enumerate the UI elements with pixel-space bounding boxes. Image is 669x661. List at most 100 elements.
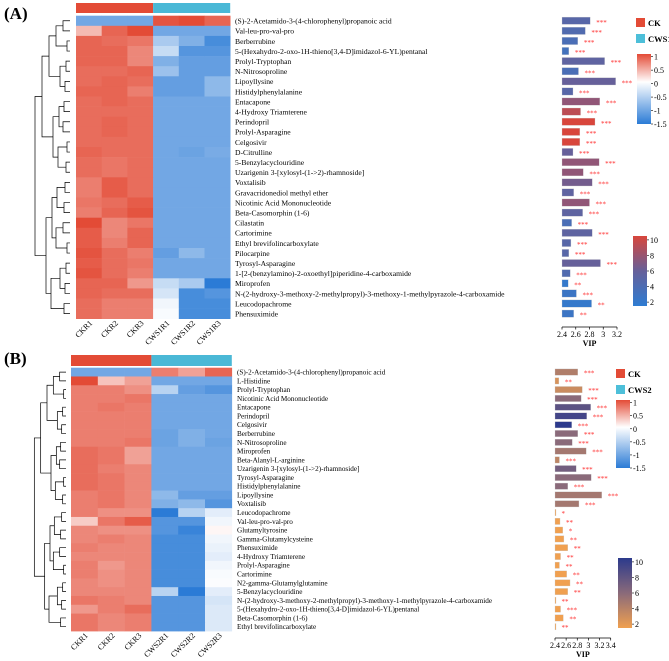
heatmap-cell <box>178 66 205 77</box>
metabolite-label: Val-leu-pro-val-pro <box>237 518 293 526</box>
heatmap-cell <box>153 248 180 259</box>
colorbar-tick-label: -1.5 <box>633 464 646 473</box>
legend-label: CK <box>648 18 661 28</box>
heatmap-cell <box>178 147 205 158</box>
heatmap-cell <box>205 587 233 597</box>
heatmap-cell <box>204 197 231 208</box>
heatmap-cell <box>71 543 99 553</box>
heatmap-row: 4-Hydroxy Triamterene *** <box>76 106 598 118</box>
significance-stars: *** <box>584 39 595 47</box>
heatmap-cell <box>205 613 233 623</box>
heatmap-cell <box>178 126 205 138</box>
axis-tick-label: 3.2 <box>612 330 622 339</box>
heatmap-row: Voxtalisib *** <box>76 177 609 188</box>
heatmap-cell <box>71 534 99 544</box>
heatmap-cell <box>204 106 231 117</box>
dendrogram-branch <box>62 406 66 417</box>
significance-stars: *** <box>586 140 597 148</box>
vip-bar <box>561 218 572 227</box>
heatmap-cell <box>127 15 154 27</box>
dendrogram-branch <box>59 547 66 557</box>
vip-bar <box>554 544 568 552</box>
significance-stars: *** <box>565 457 576 465</box>
column-label: CWS1R3 <box>195 319 223 347</box>
heatmap-cell <box>97 508 125 518</box>
heatmap-cell <box>71 446 99 456</box>
metabolite-label: Entacapone <box>237 404 271 412</box>
vip-bar <box>561 158 600 166</box>
heatmap-row: Perindopril *** <box>71 411 604 422</box>
axis-tick-label: 2.8 <box>572 641 582 650</box>
heatmap-cell <box>178 429 206 439</box>
heatmap-row: Gravacridonediol methyl ether *** <box>76 187 591 198</box>
dendrogram-branch <box>63 564 66 575</box>
heatmap-cell <box>153 106 180 117</box>
heatmap-cell <box>101 288 128 299</box>
heatmap-cell <box>101 237 128 249</box>
heatmap-cell <box>97 464 125 474</box>
colorbar-tick-label: 6 <box>635 589 639 598</box>
vip-bar <box>561 249 570 257</box>
dendrogram-branch <box>64 81 70 92</box>
heatmap-cell <box>204 15 231 27</box>
heatmap-cell <box>178 157 205 168</box>
dendrogram-branch <box>64 182 70 193</box>
heatmap-cell <box>205 455 233 465</box>
heatmap-cell <box>205 560 233 570</box>
legend-label: CK <box>628 369 641 379</box>
vip-bar <box>554 553 561 560</box>
heatmap-cell <box>101 96 128 107</box>
heatmap-row: Val-leu-pro-val-pro *** <box>76 25 602 37</box>
metabolite-label: 4-Hydroxy Triamterene <box>235 107 308 116</box>
vip-bar <box>554 430 578 437</box>
heatmap-cell <box>124 604 152 614</box>
heatmap-cell <box>153 217 180 229</box>
vip-bar <box>554 535 565 543</box>
heatmap-cell <box>71 587 99 597</box>
heatmap-cell <box>205 446 233 456</box>
vip-bar <box>561 16 591 25</box>
vip-bar <box>554 439 573 446</box>
heatmap-row: Phensuximide ** <box>71 543 581 553</box>
heatmap-cell <box>71 578 99 588</box>
vip-bar <box>554 570 567 578</box>
heatmap-cell <box>204 298 231 309</box>
heatmap-cell <box>71 525 99 535</box>
significance-stars: *** <box>578 440 589 448</box>
heatmap-cell <box>97 385 125 395</box>
heatmap-cell <box>124 508 152 518</box>
vip-bar <box>561 269 571 278</box>
axis-title: VIP <box>583 339 597 348</box>
metabolite-label: 5-Benzylacyclouridine <box>237 588 302 596</box>
heatmap-cell <box>178 25 205 37</box>
significance-stars: *** <box>592 449 603 457</box>
dendrogram-branch <box>62 20 70 32</box>
heatmap-cell <box>205 481 233 491</box>
heatmap-cell <box>178 258 205 269</box>
heatmap-cell <box>76 157 102 168</box>
heatmap-cell <box>71 376 99 386</box>
heatmap-cell <box>76 298 102 309</box>
heatmap-cell <box>204 46 231 57</box>
heatmap-cell <box>178 402 206 412</box>
heatmap-cell <box>204 56 231 67</box>
heatmap-cell <box>101 217 128 229</box>
heatmap-cell <box>178 46 205 57</box>
heatmap-cell <box>178 187 205 198</box>
heatmap-cell <box>101 25 128 37</box>
heatmap-cell <box>76 86 102 97</box>
heatmap-cell <box>204 126 231 138</box>
vip-bar <box>561 77 616 86</box>
metabolite-label: 4-Hydroxy Triamterene <box>237 553 305 561</box>
heatmap-cell <box>97 473 125 483</box>
vip-bar <box>561 87 574 96</box>
vip-bar <box>554 465 577 472</box>
significance-stars: *** <box>578 221 589 229</box>
row-dendrogram <box>34 20 70 314</box>
dendrogram-branch <box>62 222 70 234</box>
axis-tick-label: 3 <box>601 330 605 339</box>
vip-bar <box>561 168 584 177</box>
heatmap-row: Gamma-Glutamylcysteine ** <box>71 534 577 544</box>
heatmap-cell <box>124 499 152 509</box>
significance-stars: *** <box>582 291 593 299</box>
